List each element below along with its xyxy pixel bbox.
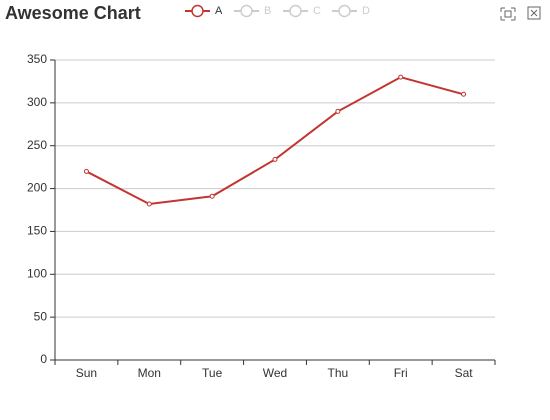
data-point: [209, 193, 215, 199]
series-line: [85, 76, 464, 206]
y-tick-label: 100: [27, 266, 47, 280]
legend-label: D: [362, 5, 370, 17]
x-tick-label: Thu: [328, 366, 349, 380]
x-tick-label: Fri: [394, 366, 408, 380]
data-point: [272, 156, 278, 162]
legend-symbol: [191, 4, 204, 18]
legend-label: B: [264, 5, 271, 17]
data-point: [83, 168, 89, 174]
chart-title: Awesome Chart: [5, 3, 141, 23]
data-point: [398, 74, 404, 80]
legend-item[interactable]: D: [332, 4, 370, 18]
legend-label: C: [313, 5, 321, 17]
y-tick-label: 250: [27, 138, 47, 152]
x-tick-label: Wed: [263, 366, 287, 380]
y-tick-label: 150: [27, 224, 47, 238]
y-tick-label: 350: [27, 52, 47, 66]
data-point: [335, 108, 341, 114]
legend-symbol: [338, 4, 351, 18]
data-point: [461, 91, 467, 97]
x-tick-label: Mon: [138, 366, 161, 380]
legend-item[interactable]: A: [185, 4, 223, 18]
y-tick-label: 200: [27, 181, 47, 195]
zoom-icon[interactable]: [500, 7, 516, 21]
legend-symbol: [289, 4, 302, 18]
legend-symbol: [240, 4, 253, 18]
y-tick-label: 50: [34, 309, 48, 323]
restore-icon[interactable]: [527, 6, 541, 20]
legend-label: A: [215, 5, 223, 17]
y-tick-label: 300: [27, 95, 47, 109]
legend-item[interactable]: C: [283, 4, 321, 18]
toolbox[interactable]: [500, 6, 541, 21]
x-tick-label: Tue: [202, 366, 223, 380]
y-tick-label: 0: [40, 352, 47, 366]
data-point: [146, 201, 152, 207]
x-tick-label: Sun: [76, 366, 97, 380]
x-tick-label: Sat: [455, 366, 474, 380]
legend-item[interactable]: B: [234, 4, 271, 18]
